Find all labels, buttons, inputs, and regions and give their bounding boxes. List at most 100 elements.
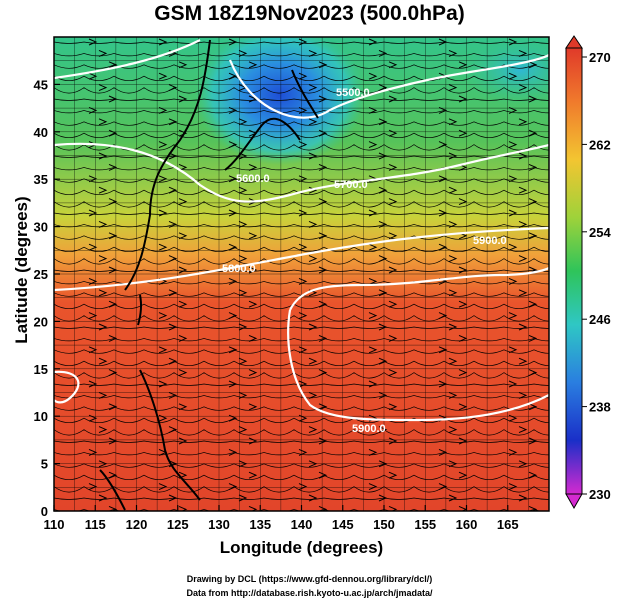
streamline-arrow bbox=[378, 494, 388, 502]
streamline-arrow bbox=[308, 118, 318, 126]
streamline-arrow bbox=[518, 49, 528, 57]
streamline-arrow bbox=[378, 118, 388, 126]
x-tick-label: 140 bbox=[291, 517, 313, 532]
streamline-arrow bbox=[168, 391, 178, 399]
x-tick-label: 155 bbox=[414, 517, 436, 532]
streamline bbox=[54, 474, 549, 481]
streamline-arrow bbox=[508, 175, 518, 183]
streamline bbox=[54, 178, 549, 183]
streamline-arrow bbox=[108, 129, 118, 137]
streamline-arrow bbox=[438, 448, 448, 456]
streamline-arrow bbox=[308, 494, 318, 502]
streamline-arrow bbox=[508, 243, 518, 251]
streamline-arrow bbox=[378, 426, 388, 434]
streamline-arrow bbox=[378, 186, 388, 194]
credit-drawing: Drawing by DCL (https://www.gfd-dennou.o… bbox=[186, 574, 433, 584]
streamline-arrow bbox=[98, 186, 108, 194]
streamline-arrow bbox=[238, 255, 248, 263]
streamline-arrow bbox=[158, 38, 168, 46]
y-tick-label: 45 bbox=[34, 77, 48, 92]
streamline-arrow bbox=[508, 141, 518, 149]
streamline-arrow bbox=[438, 483, 448, 491]
streamline-arrow bbox=[368, 277, 378, 285]
streamline-arrow bbox=[308, 84, 318, 92]
streamline-arrow bbox=[448, 494, 458, 502]
streamline-arrow bbox=[88, 414, 98, 422]
colorbar-tick-label: 230 bbox=[589, 487, 611, 502]
streamline-arrow bbox=[388, 232, 398, 240]
streamline bbox=[54, 246, 549, 253]
streamline-arrow bbox=[318, 505, 328, 511]
streamline-arrow bbox=[378, 289, 388, 297]
contour-label: 5700.0 bbox=[334, 179, 368, 191]
streamline-arrow bbox=[388, 369, 398, 377]
streamline-arrow bbox=[108, 369, 118, 377]
streamline-arrow bbox=[228, 72, 238, 80]
streamline-arrow bbox=[308, 49, 318, 57]
streamline-arrow bbox=[528, 61, 538, 69]
streamline-arrow bbox=[108, 266, 118, 274]
streamline-arrow bbox=[448, 186, 458, 194]
streamline-arrow bbox=[528, 300, 538, 308]
streamline-arrow bbox=[108, 198, 118, 206]
streamline-arrow bbox=[178, 300, 188, 308]
streamline-arrow bbox=[98, 255, 108, 263]
streamline-arrow bbox=[308, 426, 318, 434]
streamline bbox=[54, 64, 549, 69]
streamline-arrow bbox=[438, 380, 448, 388]
contour-label: 5800.0 bbox=[222, 263, 256, 275]
streamline-arrow bbox=[518, 357, 528, 365]
streamline-arrow bbox=[458, 471, 468, 479]
streamline-arrow bbox=[158, 243, 168, 251]
x-axis-ticks: 110 115 120 125 130 135 140 145 150 155 160 165 bbox=[44, 505, 519, 532]
height-contours bbox=[54, 39, 549, 422]
streamline bbox=[54, 269, 549, 272]
streamline-arrow bbox=[438, 38, 448, 46]
streamline bbox=[54, 41, 549, 44]
streamline-arrow bbox=[298, 175, 308, 183]
streamline-arrow bbox=[158, 141, 168, 149]
streamline-arrow bbox=[248, 232, 258, 240]
contour-label: 5900.0 bbox=[473, 235, 507, 247]
streamline-arrow bbox=[388, 61, 398, 69]
streamline-arrow bbox=[508, 106, 518, 114]
streamline-arrow bbox=[308, 186, 318, 194]
x-tick-label: 150 bbox=[373, 517, 395, 532]
streamline-arrow bbox=[178, 334, 188, 342]
streamline-arrow bbox=[378, 255, 388, 263]
streamline-arrow bbox=[88, 38, 98, 46]
streamline-arrow bbox=[228, 243, 238, 251]
streamline-arrow bbox=[108, 232, 118, 240]
streamline-arrow bbox=[98, 118, 108, 126]
streamline-arrow bbox=[178, 129, 188, 137]
streamline-arrow bbox=[448, 323, 458, 331]
streamline bbox=[54, 349, 549, 354]
streamline-arrow bbox=[458, 403, 468, 411]
field-shading: 5900.0 5900.0 5800.0 5700.0 5600.0 5500.… bbox=[54, 37, 549, 511]
streamline-arrow bbox=[98, 49, 108, 57]
streamline-arrow bbox=[248, 163, 258, 171]
streamline-arrow bbox=[518, 186, 528, 194]
streamline-arrow bbox=[508, 277, 518, 285]
streamline-arrow bbox=[168, 186, 178, 194]
streamline-arrow bbox=[88, 448, 98, 456]
streamline-arrow bbox=[248, 300, 258, 308]
streamline-arrow bbox=[88, 483, 98, 491]
streamline bbox=[54, 440, 549, 443]
streamline-arrow bbox=[238, 494, 248, 502]
streamline-arrow bbox=[388, 95, 398, 103]
colorbar-tick-label: 254 bbox=[589, 225, 611, 240]
streamline-arrow bbox=[318, 266, 328, 274]
streamline-arrow bbox=[158, 483, 168, 491]
streamline-arrow bbox=[388, 471, 398, 479]
streamline bbox=[54, 201, 549, 208]
streamline-arrow bbox=[528, 198, 538, 206]
streamline bbox=[54, 338, 549, 342]
streamline-arrow bbox=[298, 38, 308, 46]
streamline-arrow bbox=[378, 84, 388, 92]
streamline-arrow bbox=[88, 312, 98, 320]
streamline bbox=[54, 87, 549, 94]
streamline-arrow bbox=[158, 209, 168, 217]
streamline-arrow bbox=[528, 369, 538, 377]
